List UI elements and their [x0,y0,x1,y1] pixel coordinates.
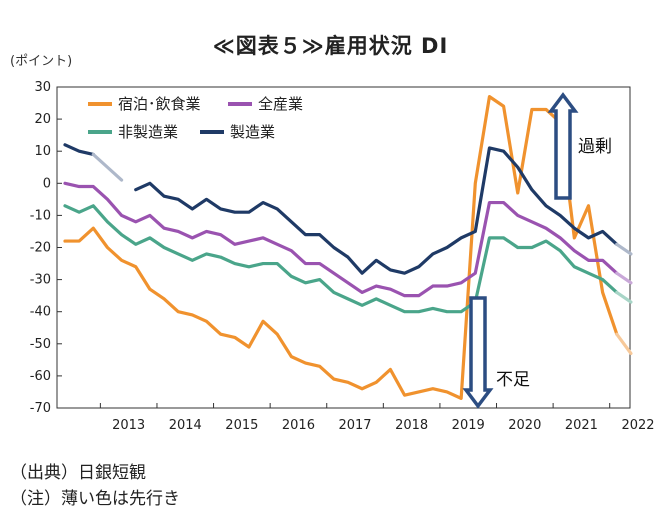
series-line [63,181,619,298]
legend-label: 全産業 [258,95,303,113]
series-4 [63,143,633,275]
up-arrow-icon [547,92,579,200]
x-tick-label: 2016 [282,418,315,433]
x-tick-label: 2022 [621,418,654,433]
legend-label: 非製造業 [118,123,178,141]
forecast-line [615,271,633,285]
series-1 [63,95,633,400]
series-line [63,143,95,157]
source-note: （出典）日銀短観 [10,463,146,483]
x-tick-label: 2019 [452,418,485,433]
y-tick-label: 20 [34,112,51,127]
x-tick-label: 2018 [395,418,428,433]
series-2 [63,181,633,298]
y-axis-ticks: 30 20 10 0 -10 -20 -30 -40 -50 -60 -70 [30,80,62,416]
y-tick-label: 30 [34,80,51,95]
series-3 [63,204,633,314]
y-tick-label: -40 [30,305,51,320]
footnote: （注）薄い色は先行き [10,489,180,509]
series-lines [63,95,633,400]
series-line [134,146,619,275]
x-tick-label: 2021 [565,418,598,433]
y-axis-unit: (ポイント) [10,54,73,69]
chart-title: ≪図表５≫雇用状況 DI [212,34,449,58]
series-line [63,95,619,400]
legend-label: 製造業 [230,123,275,141]
x-tick-label: 2013 [112,418,145,433]
annotation-excess: 過剰 [578,137,612,157]
y-tick-label: -30 [30,273,51,288]
forecast-line [91,152,124,182]
legend-label: 宿泊･飲食業 [118,95,201,113]
y-tick-label: -70 [30,401,51,416]
down-arrow-icon [462,296,494,409]
x-tick-label: 2017 [338,418,371,433]
annotation-shortage: 不足 [496,370,530,390]
x-tick-label: 2015 [225,418,258,433]
forecast-line [615,242,633,256]
y-tick-label: 0 [43,176,51,191]
x-tick-label: 2020 [508,418,541,433]
y-tick-label: -60 [30,369,51,384]
series-line [63,204,619,314]
y-tick-label: -10 [30,208,51,223]
x-tick-label: 2014 [169,418,202,433]
y-tick-label: 10 [34,144,51,159]
forecast-line [615,332,633,356]
x-axis-ticks: 2013 2014 2015 2016 2017 2018 2019 2020 2021 2022 [99,403,655,433]
forecast-line [615,290,633,304]
y-tick-label: -50 [30,337,51,352]
y-tick-label: -20 [30,241,51,256]
